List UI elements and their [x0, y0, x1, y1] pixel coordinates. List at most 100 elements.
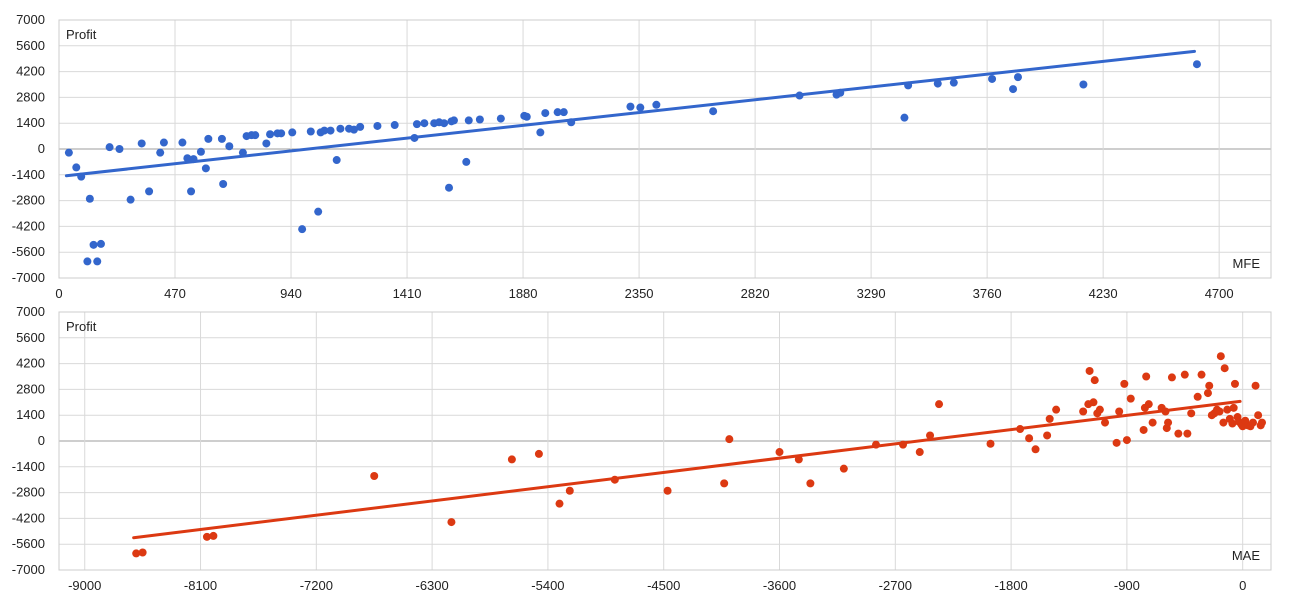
x-tick-label: -3600 [763, 578, 796, 592]
data-point [370, 472, 379, 481]
data-point [373, 121, 382, 130]
data-point [1187, 409, 1196, 418]
data-point [326, 126, 335, 135]
y-tick-label: 7000 [16, 304, 45, 319]
data-point [567, 118, 576, 127]
data-point [1230, 379, 1239, 388]
x-tick-label: 940 [280, 286, 302, 300]
x-axis-label: MAE [1232, 548, 1261, 563]
data-point [1112, 438, 1121, 447]
data-point [555, 499, 564, 508]
data-point [899, 440, 908, 449]
data-point [836, 88, 845, 97]
data-point [1115, 407, 1124, 416]
data-point [1122, 436, 1131, 445]
data-point [137, 139, 146, 148]
plot-frame [58, 311, 1272, 571]
data-point [1254, 411, 1263, 420]
y-tick-label: -7000 [12, 270, 45, 285]
x-tick-label: 4230 [1089, 286, 1118, 300]
data-point [72, 163, 81, 172]
data-point [794, 455, 803, 464]
data-point [900, 113, 909, 122]
y-tick-label: 5600 [16, 330, 45, 345]
data-point [565, 486, 574, 495]
data-point [988, 74, 997, 83]
data-point [1229, 403, 1238, 412]
data-point [553, 108, 562, 117]
data-point [1009, 85, 1018, 94]
data-point [217, 134, 226, 143]
x-tick-label: -1800 [994, 578, 1027, 592]
data-point [440, 119, 449, 128]
data-point [238, 148, 247, 157]
data-point [1257, 418, 1266, 427]
data-point [314, 207, 323, 216]
data-point [336, 124, 345, 133]
data-point [64, 148, 73, 157]
data-point [1205, 381, 1214, 390]
data-point [1228, 419, 1237, 428]
data-point [1043, 431, 1052, 440]
y-tick-label: 2800 [16, 89, 45, 104]
data-point [795, 91, 804, 100]
mfe-chart-svg: 7000 5600 4200 2800 1400 0 -1400 -2800 -4200 -560… [12, 12, 1272, 300]
data-point [1144, 400, 1153, 409]
data-point [709, 107, 718, 116]
gridlines [59, 311, 1271, 571]
mae-profit-chart: 7000 5600 4200 2800 1400 0 -1400 -2800 -4200 -560… [0, 292, 1290, 592]
data-point [159, 138, 168, 147]
data-point [390, 121, 399, 130]
y-tick-label: -2800 [12, 485, 45, 500]
y-axis-label: Profit [66, 319, 97, 334]
y-tick-label: -5600 [12, 536, 45, 551]
data-point [806, 479, 815, 488]
plot-frame [58, 19, 1272, 279]
data-points [64, 60, 1201, 266]
data-point [1148, 418, 1157, 427]
data-point [266, 130, 275, 139]
data-point [496, 114, 505, 123]
data-point [775, 448, 784, 457]
y-tick-label: 4200 [16, 356, 45, 371]
data-point [926, 431, 935, 440]
x-tick-label: 0 [55, 286, 62, 300]
data-point [219, 180, 228, 189]
data-point [349, 125, 358, 134]
x-tick-label: 3290 [857, 286, 886, 300]
data-point [559, 108, 568, 117]
data-point [132, 549, 141, 558]
data-point [1090, 376, 1099, 385]
data-point [507, 455, 516, 464]
x-tick-label: -900 [1114, 578, 1140, 592]
data-point [522, 112, 531, 121]
data-point [1013, 73, 1022, 82]
y-tick-label: 1400 [16, 407, 45, 422]
data-point [183, 154, 192, 163]
data-point [935, 400, 944, 409]
data-point [196, 147, 205, 156]
data-point [1031, 445, 1040, 454]
x-tick-label: -7200 [300, 578, 333, 592]
data-point [1161, 407, 1170, 416]
data-point [89, 240, 98, 249]
x-tick-label: 2820 [741, 286, 770, 300]
x-tick-label: 2350 [625, 286, 654, 300]
y-axis-label: Profit [66, 27, 97, 42]
data-point [298, 225, 307, 234]
y-tick-label: -4200 [12, 510, 45, 525]
data-point [1248, 418, 1257, 427]
gridlines [58, 19, 1271, 279]
data-point [1215, 407, 1224, 416]
data-point [1167, 373, 1176, 382]
data-point [904, 81, 913, 90]
data-point [138, 548, 147, 557]
data-point [1220, 364, 1229, 373]
y-tick-label: -5600 [12, 244, 45, 259]
y-tick-label: 7000 [16, 12, 45, 27]
data-point [610, 475, 619, 484]
data-point [225, 142, 234, 151]
data-point [663, 486, 672, 495]
data-point [420, 119, 429, 128]
x-tick-label: -6300 [415, 578, 448, 592]
